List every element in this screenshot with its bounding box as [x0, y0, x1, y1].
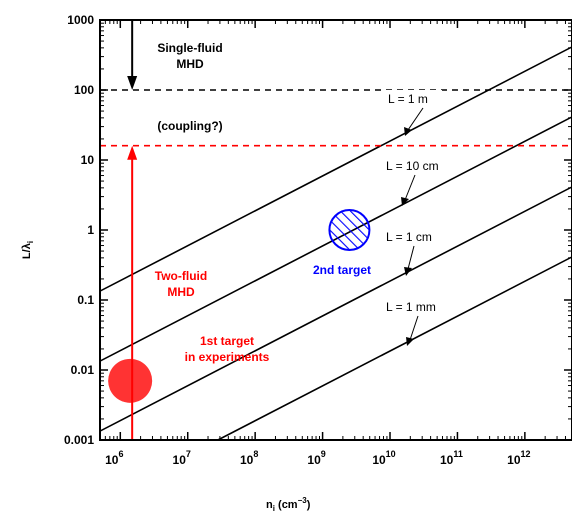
x-tick-label: 1011 [440, 449, 463, 467]
y-tick-label: 1 [87, 223, 94, 237]
series-label-1mm: L = 1 mm [386, 300, 436, 314]
series-line-3 [217, 256, 572, 440]
annotation-coupling: (coupling?) [157, 119, 222, 133]
leader-arrow-1mm [406, 315, 419, 346]
annotation-two-fluid-mhd: MHD [167, 285, 195, 299]
svg-text:L/λi: L/λi [21, 241, 35, 259]
series-line-0 [100, 46, 572, 292]
x-tick-label: 1010 [372, 449, 395, 467]
arrow-down-single-fluid [127, 20, 138, 90]
annotation-two-fluid: Two-fluid [155, 269, 207, 283]
annotation-first-target-line2: in experiments [185, 350, 270, 364]
y-tick-label: 10 [81, 153, 95, 167]
annotation-second-target: 2nd target [313, 263, 371, 277]
arrow-up-coupling [127, 145, 138, 440]
x-axis-label: ni (cm−3) [266, 496, 311, 513]
series-line-2 [100, 186, 572, 432]
x-tick-label: 106 [105, 449, 123, 467]
leader-arrow-1cm [404, 245, 415, 276]
label-bg-1m [386, 90, 442, 106]
y-tick-label: 0.1 [77, 293, 94, 307]
leader-arrow-1m [404, 107, 424, 136]
leader-arrow-10cm [401, 174, 416, 206]
label-bg-10cm [384, 157, 454, 173]
series-label-10cm: L = 10 cm [386, 159, 439, 173]
y-tick-label: 1000 [67, 13, 94, 27]
x-tick-label: 107 [173, 449, 191, 467]
y-tick-label: 0.001 [64, 433, 94, 447]
annotation-first-target: 1st target [200, 334, 254, 348]
target-marker-second [328, 209, 371, 251]
target-marker-first [108, 358, 153, 403]
y-tick-label: 100 [74, 83, 94, 97]
x-tick-label: 108 [240, 449, 258, 467]
annotation-single-fluid: Single-fluid [157, 41, 222, 55]
y-tick-label: 0.01 [71, 363, 95, 377]
x-tick-label: 109 [307, 449, 325, 467]
x-tick-label: 1012 [507, 449, 530, 467]
svg-text:ni (cm−3): ni (cm−3) [266, 496, 311, 513]
annotation-single-fluid-mhd: MHD [176, 57, 204, 71]
series-label-1m: L = 1 m [388, 92, 428, 106]
series-label-1cm: L = 1 cm [386, 230, 432, 244]
y-axis-label: L/λi [21, 241, 35, 259]
